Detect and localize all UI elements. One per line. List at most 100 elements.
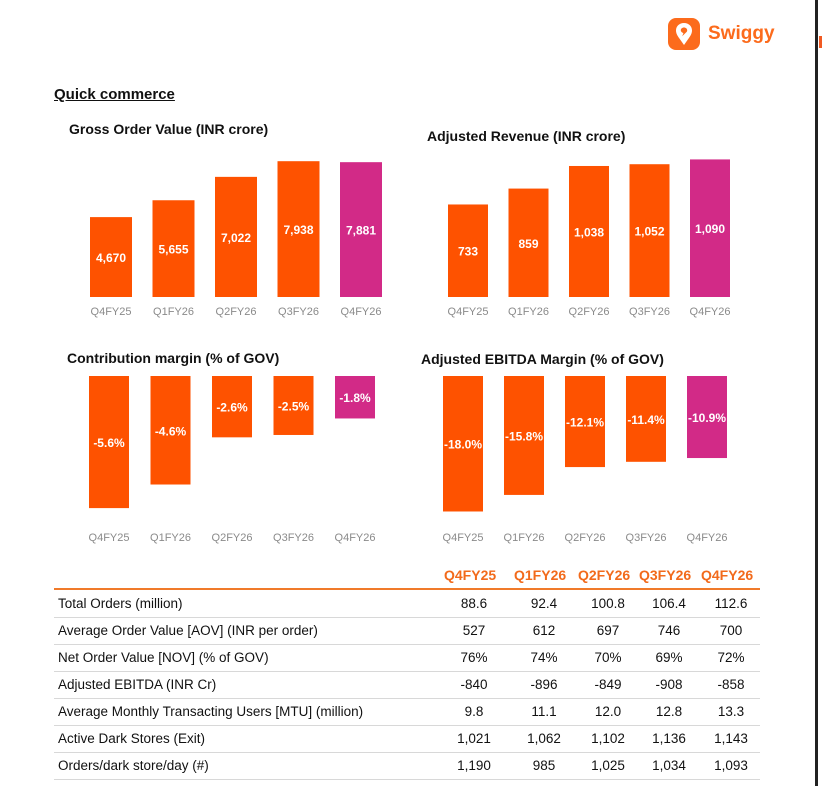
table-header-q4fy26: Q4FY26 bbox=[701, 567, 754, 583]
table-row: Orders/dark store/day (#) 1,190 985 1,025 1,… bbox=[54, 752, 760, 780]
cell-q4fy26: 1,093 bbox=[714, 758, 748, 773]
data-label-q2fy26: -2.6% bbox=[216, 401, 248, 415]
category-label-q4fy26: Q4FY26 bbox=[687, 532, 728, 544]
cell-q4fy25: 88.6 bbox=[460, 596, 488, 611]
data-label-q4fy25: 733 bbox=[458, 245, 478, 259]
table-row: Average Monthly Transacting Users [MTU] … bbox=[54, 698, 760, 726]
bar-q3fy26 bbox=[277, 161, 320, 297]
row-label: Average Order Value [AOV] (INR per order… bbox=[58, 623, 318, 638]
category-label-q4fy26: Q4FY26 bbox=[341, 306, 382, 318]
data-label-q2fy26: 1,038 bbox=[574, 225, 604, 239]
bar-q4fy26 bbox=[340, 162, 382, 297]
cell-q1fy26: -896 bbox=[530, 677, 558, 692]
cell-q4fy26: 1,143 bbox=[714, 731, 748, 746]
cell-q4fy25: 9.8 bbox=[464, 704, 484, 719]
revenue-chart-title: Adjusted Revenue (INR crore) bbox=[427, 128, 626, 144]
ebitda-margin-chart-title: Adjusted EBITDA Margin (% of GOV) bbox=[421, 351, 664, 367]
table-row: Total Orders (million) 88.6 92.4 100.8 106.4… bbox=[54, 590, 760, 618]
cell-q3fy26: 69% bbox=[655, 650, 683, 665]
cell-q3fy26: -908 bbox=[655, 677, 683, 692]
bar-q2fy26 bbox=[565, 376, 605, 468]
cell-q1fy26: 612 bbox=[532, 623, 556, 638]
bar-q4fy25 bbox=[89, 376, 129, 509]
data-label-q4fy26: 1,090 bbox=[695, 222, 725, 236]
category-label-q3fy26: Q3FY26 bbox=[626, 532, 667, 544]
bar-q4fy25 bbox=[443, 376, 483, 512]
category-label-q3fy26: Q3FY26 bbox=[629, 306, 670, 318]
data-label-q4fy26: 7,881 bbox=[346, 224, 376, 238]
data-label-q1fy26: -15.8% bbox=[505, 429, 543, 443]
bar-q1fy26 bbox=[504, 376, 544, 495]
data-label-q1fy26: -4.6% bbox=[155, 424, 187, 438]
data-label-q3fy26: -11.4% bbox=[627, 413, 665, 427]
cell-q4fy26: -858 bbox=[717, 677, 745, 692]
cell-q3fy26: 1,034 bbox=[652, 758, 686, 773]
bar-q1fy26 bbox=[508, 188, 549, 297]
brand-name: Swiggy bbox=[708, 23, 775, 44]
data-label-q2fy26: -12.1% bbox=[566, 416, 604, 430]
cell-q4fy26: 112.6 bbox=[714, 596, 748, 611]
revenue-chart: 733 Q4FY25 859 Q1FY26 1,038 Q2FY26 1,052 Q3FY26… bbox=[432, 145, 762, 325]
category-label-q2fy26: Q2FY26 bbox=[569, 306, 610, 318]
bar-q4fy25 bbox=[448, 204, 488, 297]
bar-q3fy26 bbox=[626, 376, 666, 462]
cell-q4fy25: 1,021 bbox=[457, 731, 491, 746]
bar-q1fy26 bbox=[150, 376, 191, 485]
cell-q3fy26: 106.4 bbox=[652, 596, 686, 611]
data-label-q3fy26: 7,938 bbox=[283, 223, 313, 237]
cell-q2fy26: 12.0 bbox=[594, 704, 622, 719]
table-header-rule bbox=[54, 588, 760, 590]
page-edge-mark bbox=[819, 36, 822, 48]
cell-q2fy26: 1,025 bbox=[591, 758, 625, 773]
cell-q4fy25: 1,190 bbox=[457, 758, 491, 773]
data-label-q4fy25: 4,670 bbox=[96, 251, 126, 265]
data-label-q1fy26: 5,655 bbox=[158, 243, 188, 257]
category-label-q4fy26: Q4FY26 bbox=[335, 532, 376, 544]
contribution-chart: -5.6% Q4FY25 -4.6% Q1FY26 -2.6% Q2FY26 -2.5% Q3… bbox=[75, 370, 405, 550]
table-header-q2fy26: Q2FY26 bbox=[578, 567, 631, 583]
cell-q1fy26: 1,062 bbox=[527, 731, 561, 746]
category-label-q4fy25: Q4FY25 bbox=[448, 306, 489, 318]
data-label-q4fy26: -10.9% bbox=[688, 411, 726, 425]
cell-q2fy26: 100.8 bbox=[591, 596, 625, 611]
cell-q2fy26: -849 bbox=[594, 677, 622, 692]
category-label-q2fy26: Q2FY26 bbox=[212, 532, 253, 544]
table-header-q3fy26: Q3FY26 bbox=[639, 567, 692, 583]
cell-q4fy25: -840 bbox=[460, 677, 488, 692]
cell-q3fy26: 1,136 bbox=[652, 731, 686, 746]
table-row: Net Order Value [NOV] (% of GOV) 76% 74% 70… bbox=[54, 644, 760, 672]
bar-q3fy26 bbox=[273, 376, 314, 435]
cell-q4fy25: 76% bbox=[460, 650, 488, 665]
category-label-q4fy25: Q4FY25 bbox=[443, 532, 484, 544]
category-label-q1fy26: Q1FY26 bbox=[150, 532, 191, 544]
bar-q2fy26 bbox=[212, 376, 252, 438]
category-label-q1fy26: Q1FY26 bbox=[153, 306, 194, 318]
bar-q2fy26 bbox=[569, 165, 609, 297]
cell-q2fy26: 70% bbox=[594, 650, 622, 665]
cell-q4fy26: 72% bbox=[717, 650, 745, 665]
contribution-chart-title: Contribution margin (% of GOV) bbox=[67, 350, 280, 366]
cell-q4fy26: 700 bbox=[719, 623, 743, 638]
cell-q1fy26: 74% bbox=[530, 650, 558, 665]
swiggy-logo-icon bbox=[668, 18, 700, 50]
category-label-q4fy25: Q4FY25 bbox=[89, 532, 130, 544]
bar-q4fy25 bbox=[90, 217, 132, 297]
bar-q3fy26 bbox=[629, 164, 670, 297]
bar-q1fy26 bbox=[152, 200, 195, 297]
cell-q2fy26: 1,102 bbox=[591, 731, 625, 746]
gov-chart: 4,670 Q4FY25 5,655 Q1FY26 7,022 Q2FY26 7,938 Q3… bbox=[75, 145, 405, 325]
cell-q1fy26: 11.1 bbox=[531, 704, 557, 719]
page-edge-divider bbox=[815, 0, 818, 786]
cell-q2fy26: 697 bbox=[596, 623, 620, 638]
data-label-q4fy25: -5.6% bbox=[93, 436, 125, 450]
table-header-q4fy25: Q4FY25 bbox=[444, 567, 497, 583]
cell-q3fy26: 746 bbox=[657, 623, 681, 638]
row-label: Total Orders (million) bbox=[58, 596, 183, 611]
data-label-q4fy26: -1.8% bbox=[339, 391, 371, 405]
cell-q4fy25: 527 bbox=[462, 623, 486, 638]
category-label-q2fy26: Q2FY26 bbox=[216, 306, 257, 318]
bar-q4fy26 bbox=[335, 376, 375, 419]
data-label-q3fy26: 1,052 bbox=[634, 225, 664, 239]
row-label: Active Dark Stores (Exit) bbox=[58, 731, 206, 746]
ebitda-margin-chart: -18.0% Q4FY25 -15.8% Q1FY26 -12.1% Q2FY26 -11.… bbox=[432, 370, 762, 550]
